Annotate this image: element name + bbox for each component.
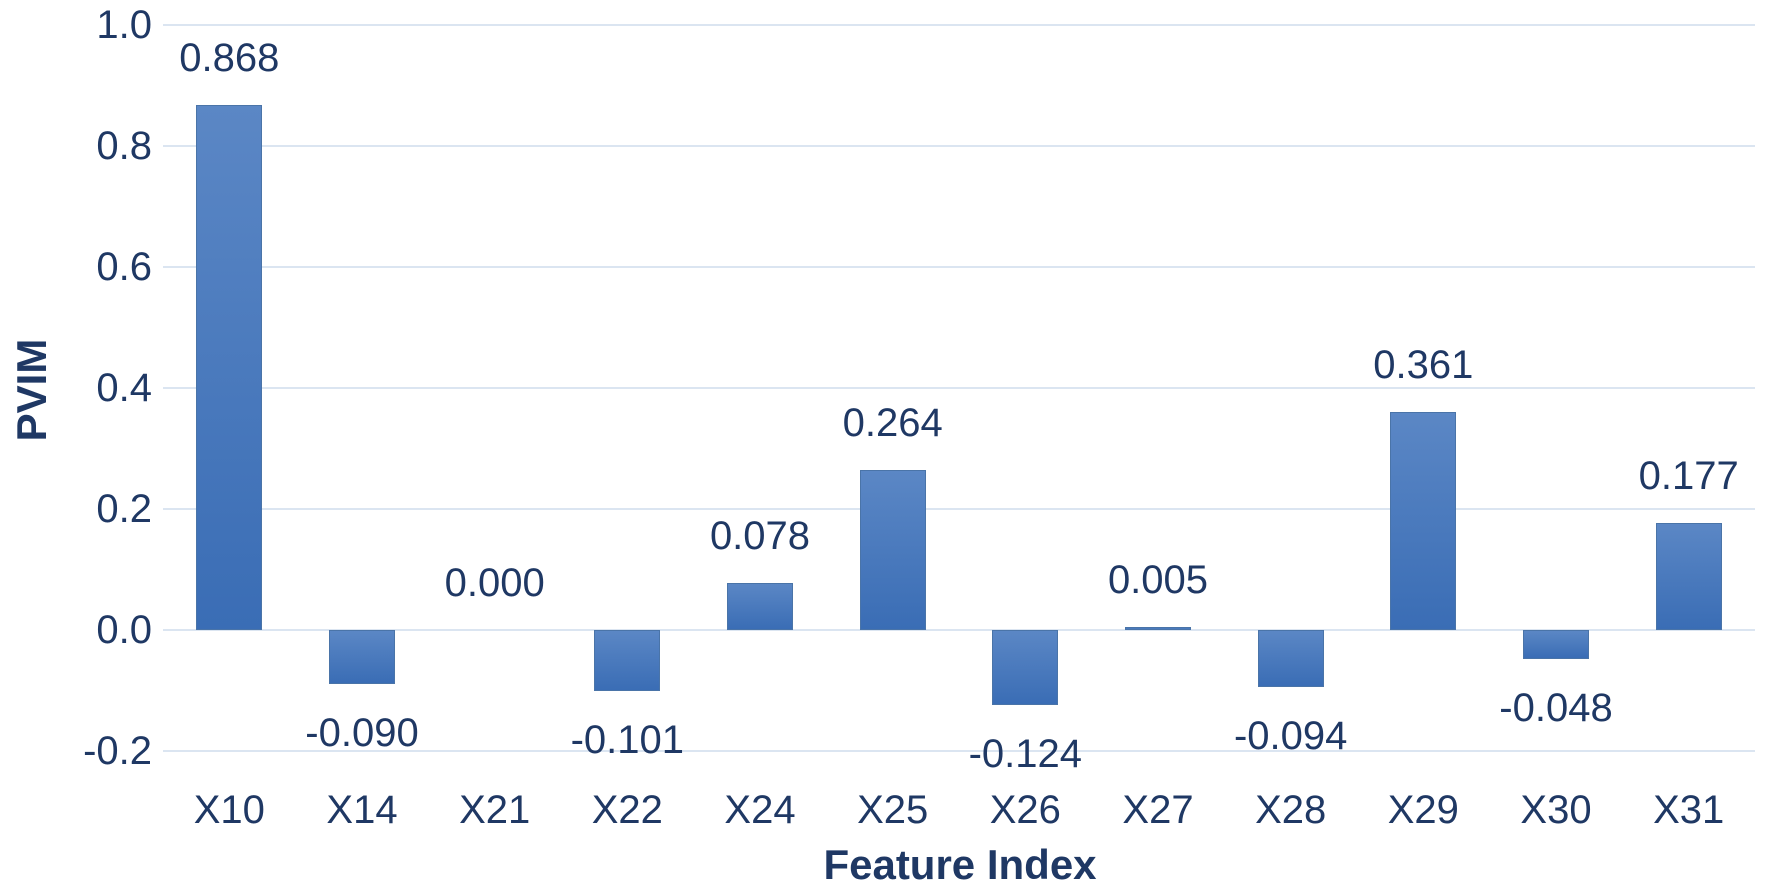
data-label-X27: 0.005 (1107, 557, 1209, 602)
data-label-X31: 0.177 (1638, 453, 1739, 498)
data-label-X22: -0.101 (570, 718, 685, 763)
y-tick-label: 0.6 (96, 245, 152, 289)
bar-X10 (196, 104, 263, 630)
x-category-label-X28: X28 (1255, 788, 1327, 832)
gridline (163, 508, 1755, 510)
gridline (163, 24, 1755, 26)
y-tick-label: 0.2 (96, 487, 152, 531)
x-category-label-X31: X31 (1653, 788, 1725, 832)
data-label-X10: 0.868 (179, 35, 280, 80)
bar-X28 (1257, 630, 1324, 687)
data-label-X21: 0.000 (444, 561, 545, 605)
data-label-X24: 0.078 (709, 513, 811, 558)
y-tick-label: -0.2 (83, 729, 152, 773)
y-tick-label: 0.8 (96, 124, 152, 168)
bar-X30 (1523, 630, 1589, 660)
data-label-X26: -0.124 (968, 732, 1083, 777)
x-category-label-X10: X10 (193, 788, 265, 832)
bar-X31 (1655, 522, 1722, 630)
bar-X29 (1390, 411, 1457, 630)
y-tick-label: 0.0 (96, 608, 152, 652)
x-category-label-X21: X21 (459, 788, 531, 832)
gridline (163, 629, 1755, 631)
x-category-label-X27: X27 (1122, 788, 1194, 832)
data-label-X28: -0.094 (1233, 713, 1348, 758)
x-category-label-X25: X25 (857, 788, 929, 832)
x-category-label-X30: X30 (1520, 788, 1592, 832)
x-category-label-X26: X26 (989, 788, 1061, 832)
bar-X25 (859, 470, 926, 630)
gridline (163, 387, 1755, 389)
x-category-label-X14: X14 (326, 788, 398, 832)
gridline (163, 750, 1755, 752)
data-label-X29: 0.361 (1373, 342, 1474, 387)
data-label-X30: -0.048 (1499, 686, 1613, 731)
y-tick-label: 0.4 (96, 366, 152, 410)
x-category-label-X29: X29 (1387, 788, 1459, 832)
gridline (163, 266, 1755, 268)
x-category-label-X22: X22 (591, 788, 663, 832)
y-tick-label: 1.0 (96, 3, 152, 47)
x-axis-title: Feature Index (823, 841, 1097, 888)
data-label-X14: -0.090 (305, 711, 419, 756)
x-category-label-X24: X24 (724, 788, 796, 832)
gridline (163, 145, 1755, 147)
data-label-X25: 0.264 (842, 401, 943, 446)
bar-X26 (992, 630, 1059, 706)
bar-X27 (1125, 626, 1191, 630)
bar-X14 (329, 630, 395, 685)
bar-X24 (727, 582, 793, 630)
bar-X22 (594, 630, 661, 692)
